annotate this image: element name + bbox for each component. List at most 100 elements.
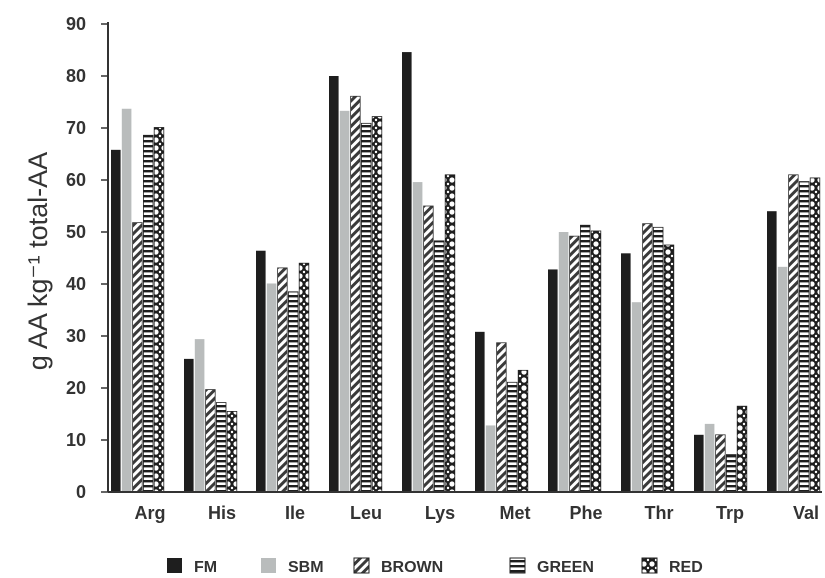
x-tick-label: Trp xyxy=(716,503,744,523)
bar-brown-his xyxy=(205,389,216,493)
bar-fm-val xyxy=(767,211,777,492)
bar-group-his xyxy=(184,339,238,493)
bar-red-met xyxy=(517,369,529,493)
y-tick-label: 10 xyxy=(66,430,86,450)
bar-brown-val xyxy=(788,174,799,493)
bar-sbm-his xyxy=(194,339,205,492)
bars xyxy=(111,52,821,493)
y-tick-label: 0 xyxy=(76,482,86,502)
bar-brown-phe xyxy=(569,235,580,493)
bar-green-val xyxy=(799,181,810,493)
y-tick-label: 20 xyxy=(66,378,86,398)
legend-swatch xyxy=(261,558,276,573)
bar-fm-arg xyxy=(111,149,121,492)
bar-sbm-ile xyxy=(266,283,277,492)
bar-brown-arg xyxy=(132,222,143,493)
y-axis-ticks: 0 10 20 30 40 50 60 70 80 90 xyxy=(66,14,108,502)
bar-fm-phe xyxy=(548,269,558,492)
y-tick-label: 60 xyxy=(66,170,86,190)
x-tick-label: Val xyxy=(793,503,819,523)
bar-red-leu xyxy=(371,116,383,493)
bar-group-thr xyxy=(621,223,675,493)
bar-sbm-trp xyxy=(704,423,715,492)
bar-sbm-phe xyxy=(558,232,569,492)
bar-sbm-val xyxy=(777,266,788,492)
bar-green-thr xyxy=(653,226,664,493)
y-tick-label: 40 xyxy=(66,274,86,294)
bar-sbm-arg xyxy=(121,108,132,492)
bar-red-his xyxy=(226,410,238,493)
bar-fm-his xyxy=(184,358,194,492)
bar-green-trp xyxy=(726,454,737,493)
bar-red-trp xyxy=(736,405,748,493)
legend-item-fm: FM xyxy=(167,558,217,576)
bar-sbm-lys xyxy=(412,182,423,492)
legend-swatch xyxy=(167,558,182,573)
bar-group-trp xyxy=(694,405,748,493)
legend-label: RED xyxy=(669,559,703,576)
legend: FM SBM BROWN GREEN RED xyxy=(167,557,703,576)
x-tick-label: Arg xyxy=(135,503,166,523)
x-tick-label: Ile xyxy=(285,503,305,523)
bar-brown-trp xyxy=(715,434,726,493)
x-tick-label: His xyxy=(208,503,236,523)
bar-fm-ile xyxy=(256,250,266,492)
x-axis-labels: Arg His Ile Leu Lys Met Phe Thr Trp Val xyxy=(135,503,820,523)
bar-group-leu xyxy=(329,76,383,493)
bar-sbm-leu xyxy=(339,110,350,492)
bar-group-val xyxy=(767,174,821,493)
x-tick-label: Phe xyxy=(569,503,602,523)
x-tick-label: Met xyxy=(500,503,531,523)
legend-label: GREEN xyxy=(537,559,594,576)
legend-label: BROWN xyxy=(381,559,443,576)
bar-red-val xyxy=(809,177,821,493)
bar-brown-met xyxy=(496,342,507,493)
legend-swatch xyxy=(641,557,658,574)
bar-red-thr xyxy=(663,244,675,493)
legend-item-sbm: SBM xyxy=(261,558,324,576)
bar-green-lys xyxy=(433,240,445,493)
bar-green-his xyxy=(215,402,227,493)
bar-red-arg xyxy=(153,127,165,493)
legend-item-brown: BROWN xyxy=(353,557,443,576)
legend-label: SBM xyxy=(288,559,324,576)
bar-fm-lys xyxy=(402,52,412,492)
x-tick-label: Lys xyxy=(425,503,455,523)
bar-fm-met xyxy=(475,331,485,492)
legend-label: FM xyxy=(194,559,217,576)
bar-brown-leu xyxy=(350,95,361,493)
y-axis-label: g AA kg⁻¹ total-AA xyxy=(23,152,53,370)
y-tick-label: 30 xyxy=(66,326,86,346)
y-tick-label: 80 xyxy=(66,66,86,86)
bar-red-lys xyxy=(444,174,456,493)
bar-green-leu xyxy=(360,122,372,493)
bar-group-met xyxy=(475,331,529,493)
bar-fm-thr xyxy=(621,253,631,492)
x-tick-label: Leu xyxy=(350,503,382,523)
legend-item-red: RED xyxy=(641,557,703,576)
bar-green-phe xyxy=(580,224,591,493)
y-tick-label: 70 xyxy=(66,118,86,138)
bar-sbm-thr xyxy=(631,302,642,492)
bar-fm-trp xyxy=(694,434,704,492)
legend-swatch xyxy=(353,557,370,574)
axes xyxy=(107,22,822,493)
bar-green-ile xyxy=(287,291,299,493)
bar-brown-ile xyxy=(277,267,288,493)
y-tick-label: 90 xyxy=(66,14,86,34)
bar-fm-leu xyxy=(329,76,339,492)
bar-group-arg xyxy=(111,108,165,493)
legend-item-green: GREEN xyxy=(509,557,594,576)
bar-red-ile xyxy=(298,262,310,493)
bar-brown-lys xyxy=(423,205,434,493)
bar-group-lys xyxy=(402,52,456,493)
bar-group-phe xyxy=(548,224,602,493)
legend-swatch xyxy=(509,557,526,574)
bar-green-arg xyxy=(142,134,154,493)
bar-brown-thr xyxy=(642,223,653,493)
bar-sbm-met xyxy=(485,425,496,492)
bar-red-phe xyxy=(590,230,602,493)
y-tick-label: 50 xyxy=(66,222,86,242)
bar-group-ile xyxy=(256,250,310,493)
